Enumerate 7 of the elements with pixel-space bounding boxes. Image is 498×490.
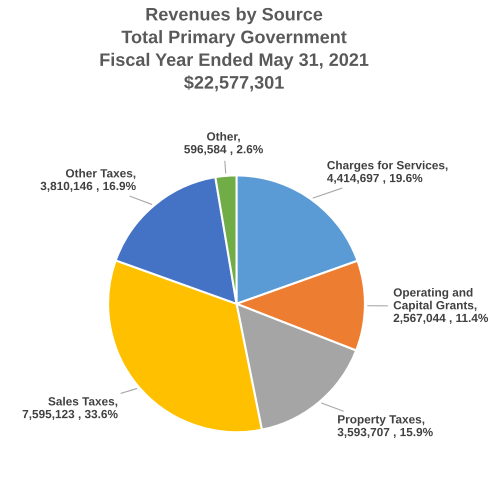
slice-label: Sales Taxes, 7,595,123 , 33.6% [22,396,118,420]
chart-title: Revenues by Source Total Primary Government Fiscal Year Ended May 31, 2021 $22,577,301 [100,7,368,92]
slice-label: Property Taxes, 3,593,707 , 15.9% [338,415,433,438]
slice-label: Operating and Capital Grants, 2,567,044 , 11.4% [394,288,488,324]
slice-label: Other Taxes, 3,810,146 , 16.9% [40,168,136,192]
slice-label: Charges for Services, 4,414,697 , 19.6% [327,160,448,184]
slice-label: Other, 596,584 , 2.6% [184,132,263,156]
